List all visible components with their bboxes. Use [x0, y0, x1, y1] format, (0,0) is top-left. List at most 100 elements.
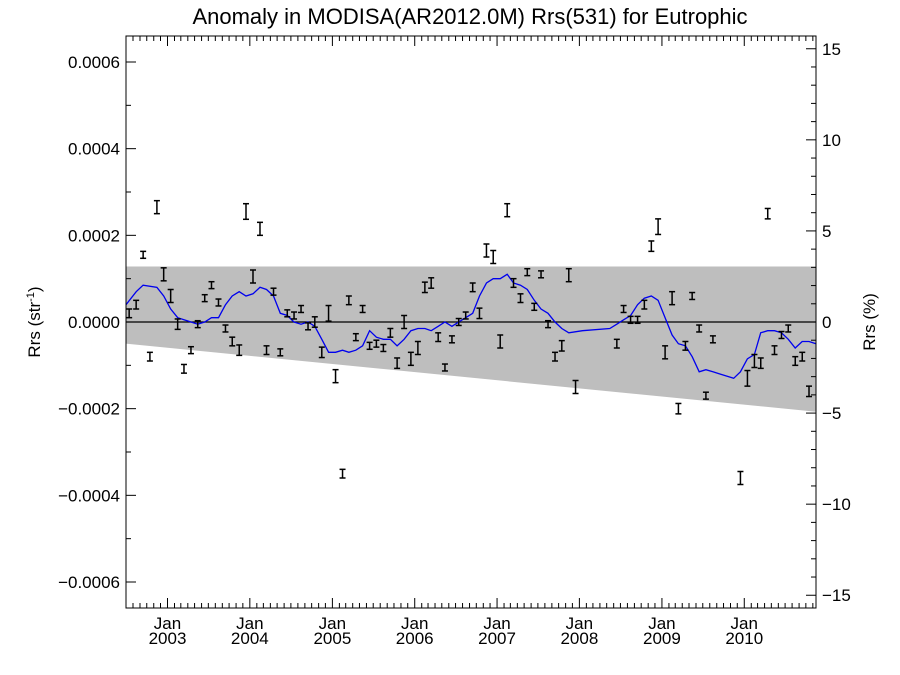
- anomaly-point: [318, 346, 325, 359]
- left-tick-label: 0.0004: [68, 140, 120, 159]
- anomaly-point: [682, 340, 689, 351]
- chart-title: Anomaly in MODISA(AR2012.0M) Rrs(531) fo…: [192, 4, 747, 29]
- anomaly-point: [366, 341, 373, 351]
- anomaly-point: [277, 348, 284, 357]
- x-tick-month-label: Jan: [154, 614, 181, 633]
- anomaly-point: [263, 345, 270, 356]
- anomaly-point: [702, 391, 709, 400]
- x-tick-year-label: 2004: [231, 629, 269, 648]
- right-tick-label: 5: [822, 222, 831, 241]
- anomaly-point: [325, 304, 332, 322]
- anomaly-points-layer: [126, 199, 813, 486]
- anomaly-point: [613, 338, 620, 349]
- anomaly-point: [558, 339, 565, 352]
- anomaly-point: [187, 345, 194, 355]
- anomaly-point: [359, 304, 366, 314]
- x-tick-month-label: Jan: [319, 614, 346, 633]
- left-tick-label: −0.0006: [58, 573, 120, 592]
- anomaly-point: [435, 332, 442, 343]
- anomaly-point: [565, 267, 572, 283]
- anomaly-point: [476, 307, 483, 320]
- anomaly-point: [620, 304, 627, 314]
- anomaly-point: [490, 249, 497, 265]
- anomaly-point: [517, 293, 524, 304]
- anomaly-point: [167, 288, 174, 304]
- right-axis-label: Rrs (%): [860, 293, 879, 351]
- anomaly-point: [160, 267, 167, 282]
- left-tick-label: 0.0002: [68, 226, 120, 245]
- anomaly-point: [462, 311, 469, 320]
- anomaly-point: [572, 379, 579, 395]
- anomaly-point: [208, 280, 215, 290]
- anomaly-point: [243, 202, 249, 221]
- anomaly-point: [387, 327, 394, 338]
- anomaly-point: [524, 267, 531, 277]
- anomaly-point: [305, 322, 312, 331]
- right-tick-label: −5: [822, 404, 841, 423]
- left-tick-label: 0.0006: [68, 53, 120, 72]
- anomaly-point: [455, 317, 462, 327]
- x-tick-month-label: Jan: [401, 614, 428, 633]
- anomaly-point: [792, 355, 799, 367]
- anomaly-point: [270, 287, 277, 296]
- anomaly-point: [428, 277, 435, 289]
- x-tick-month-label: Jan: [236, 614, 263, 633]
- anomaly-point: [284, 309, 291, 318]
- variability-band-layer: [126, 266, 816, 412]
- x-tick-year-label: 2010: [725, 629, 763, 648]
- anomaly-point: [771, 345, 778, 356]
- x-tick-month-label: Jan: [566, 614, 593, 633]
- right-tick-label: −15: [822, 586, 851, 605]
- anomaly-point: [146, 351, 153, 362]
- anomaly-point: [380, 343, 387, 353]
- anomaly-point: [675, 402, 682, 415]
- anomaly-point: [538, 270, 545, 279]
- anomaly-point: [689, 291, 696, 301]
- x-tick-month-label: Jan: [483, 614, 510, 633]
- x-tick-year-label: 2009: [643, 629, 681, 648]
- right-tick-label: −10: [822, 495, 851, 514]
- right-tick-label: 10: [822, 131, 841, 150]
- left-tick-label: −0.0002: [58, 400, 120, 419]
- anomaly-point: [298, 304, 305, 314]
- anomaly-point: [401, 314, 408, 330]
- anomaly-point: [552, 351, 559, 362]
- left-axis-label-superscript: -1: [25, 292, 37, 302]
- anomaly-point: [778, 330, 785, 340]
- anomaly-point: [249, 269, 256, 284]
- anomaly-point: [627, 315, 634, 325]
- right-axis-ticks: 15 10 5 0 −5 −10 −15: [806, 40, 851, 605]
- anomaly-point: [469, 282, 476, 293]
- x-tick-year-label: 2003: [149, 629, 187, 648]
- anomaly-point: [174, 318, 181, 331]
- anomaly-point: [669, 290, 676, 306]
- anomaly-point: [655, 218, 662, 236]
- anomaly-point: [545, 319, 552, 329]
- anomaly-point: [504, 202, 511, 218]
- anomaly-point: [236, 344, 243, 357]
- x-axis-ticks: Jan2003Jan2004Jan2005Jan2006Jan2007Jan20…: [132, 36, 814, 648]
- anomaly-point: [414, 340, 421, 356]
- variability-band: [126, 266, 816, 412]
- left-axis-label-main: Rrs (str: [25, 302, 44, 358]
- anomaly-point: [311, 316, 318, 328]
- anomaly-point: [744, 369, 751, 387]
- anomaly-point: [497, 334, 504, 349]
- x-tick-year-label: 2007: [478, 629, 516, 648]
- anomaly-point: [737, 470, 744, 486]
- anomaly-point: [799, 351, 806, 362]
- anomaly-point: [634, 315, 641, 325]
- left-axis-ticks: 0.0006 0.0004 0.0002 0.0000 −0.0002 −0.0004 −0…: [58, 53, 136, 592]
- left-axis-label: Rrs (str-1): [25, 286, 44, 357]
- anomaly-point: [291, 311, 298, 320]
- left-tick-label: −0.0004: [58, 486, 120, 505]
- anomaly-point: [194, 319, 201, 329]
- anomaly-point: [806, 385, 813, 398]
- anomaly-point: [510, 277, 517, 289]
- anomaly-point: [222, 324, 229, 333]
- anomaly-point: [641, 299, 648, 310]
- x-tick-year-label: 2006: [396, 629, 434, 648]
- anomaly-point: [751, 353, 758, 369]
- anomaly-point: [180, 363, 187, 374]
- anomaly-point: [201, 293, 208, 303]
